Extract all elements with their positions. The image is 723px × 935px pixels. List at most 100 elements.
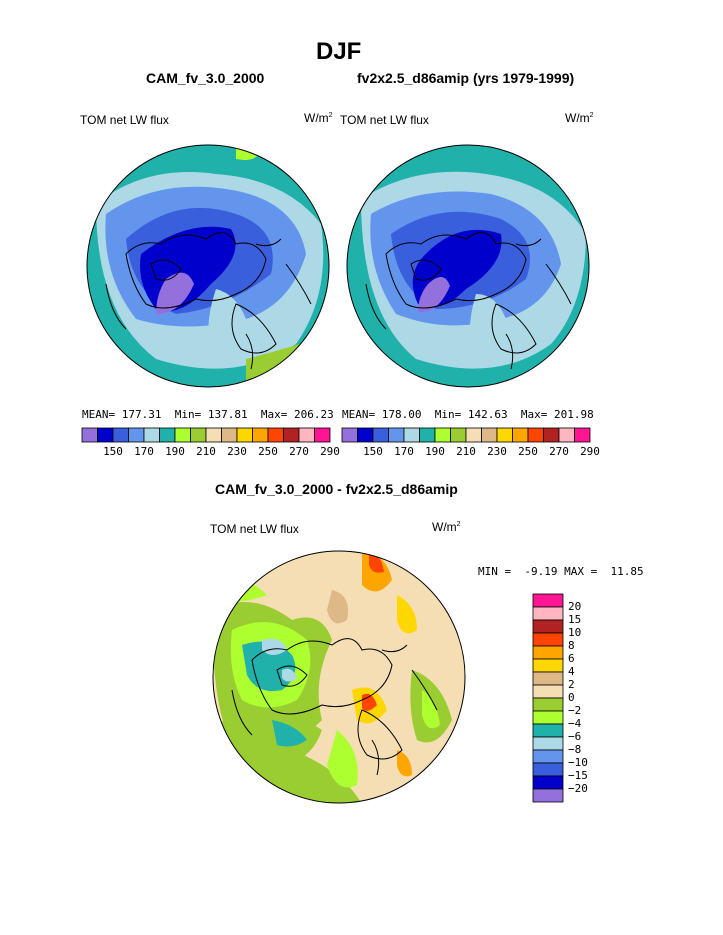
- colorbar-left-swatch: [81, 427, 98, 443]
- colorbar-difference-swatch: [532, 710, 564, 725]
- colorbar-difference-swatch: [532, 697, 564, 712]
- colorbar-left-swatch: [252, 427, 269, 443]
- colorbar-difference-swatch: [532, 671, 564, 686]
- colorbar-difference-tick-label: 20: [568, 600, 582, 613]
- colorbar-left-labels: 150 170 190 210 230 250 270 290: [82, 445, 340, 459]
- colorbar-difference-swatch: [532, 788, 564, 803]
- colorbar-right-swatch: [527, 427, 544, 443]
- colorbar-difference-swatch: [532, 736, 564, 751]
- colorbar-difference: [532, 593, 564, 803]
- season-title: DJF: [316, 38, 362, 65]
- colorbar-right-tick-label: 250: [518, 445, 538, 458]
- colorbar-difference-swatch: [532, 749, 564, 764]
- colorbar-difference-swatch: [532, 658, 564, 673]
- colorbar-right-swatch: [419, 427, 436, 443]
- colorbar-right-swatch: [434, 427, 451, 443]
- colorbar-left-swatch: [236, 427, 253, 443]
- colorbar-difference-tick-label: −15: [568, 769, 588, 782]
- colorbar-difference-swatch: [532, 593, 564, 608]
- colorbar-right-swatch: [403, 427, 420, 443]
- colorbar-right-tick-label: 230: [487, 445, 507, 458]
- panel-right-units: W/m2: [565, 111, 594, 125]
- colorbar-right-swatch: [388, 427, 405, 443]
- colorbar-right-tick-label: 270: [549, 445, 569, 458]
- colorbar-difference-labels: 20 15 10 8 6 4 2 0 −2 −4 −6 −8 −10 −15 −20: [568, 594, 608, 802]
- colorbar-right-swatch: [543, 427, 560, 443]
- colorbar-difference-tick-label: −6: [568, 730, 582, 743]
- colorbar-right-swatch: [574, 427, 591, 443]
- colorbar-left-swatch: [143, 427, 160, 443]
- colorbar-difference-tick-label: 6: [568, 652, 575, 665]
- colorbar-left-tick-label: 210: [196, 445, 216, 458]
- panel-left-variable: TOM net LW flux: [80, 113, 169, 127]
- colorbar-difference-tick-label: −20: [568, 782, 588, 795]
- colorbar-right-swatch: [450, 427, 467, 443]
- colorbar-right-tick-label: 210: [456, 445, 476, 458]
- colorbar-right: [341, 427, 591, 443]
- colorbar-left-swatch: [97, 427, 114, 443]
- colorbar-left-swatch: [174, 427, 191, 443]
- colorbar-right-tick-label: 190: [425, 445, 445, 458]
- colorbar-right-swatch: [496, 427, 513, 443]
- colorbar-difference-swatch: [532, 775, 564, 790]
- colorbar-left-tick-label: 290: [320, 445, 340, 458]
- panel-right-variable: TOM net LW flux: [340, 113, 429, 127]
- colorbar-difference-swatch: [532, 632, 564, 647]
- colorbar-left-swatch: [159, 427, 176, 443]
- panel-left-title: CAM_fv_3.0_2000: [146, 70, 265, 86]
- colorbar-difference-tick-label: 4: [568, 665, 575, 678]
- colorbar-left-tick-label: 170: [134, 445, 154, 458]
- colorbar-right-swatch: [512, 427, 529, 443]
- colorbar-difference-tick-label: 10: [568, 626, 582, 639]
- colorbar-difference-swatch: [532, 645, 564, 660]
- colorbar-left: [81, 427, 331, 443]
- panel-left-units: W/m2: [304, 111, 333, 125]
- colorbar-difference-tick-label: −10: [568, 756, 588, 769]
- colorbar-left-tick-label: 150: [103, 445, 123, 458]
- polar-map-difference: [212, 550, 466, 804]
- colorbar-difference-swatch: [532, 619, 564, 634]
- colorbar-left-swatch: [112, 427, 129, 443]
- diff-stats: MIN = -9.19 MAX = 11.85: [478, 565, 644, 578]
- colorbar-left-swatch: [205, 427, 222, 443]
- panel-right-stats: MEAN= 178.00 Min= 142.63 Max= 201.98: [342, 408, 594, 421]
- colorbar-left-tick-label: 230: [227, 445, 247, 458]
- colorbar-difference-tick-label: 15: [568, 613, 582, 626]
- colorbar-right-swatch: [558, 427, 575, 443]
- colorbar-difference-tick-label: 2: [568, 678, 575, 691]
- colorbar-left-swatch: [298, 427, 315, 443]
- colorbar-difference-tick-label: 0: [568, 691, 575, 704]
- colorbar-left-swatch: [283, 427, 300, 443]
- colorbar-left-tick-label: 270: [289, 445, 309, 458]
- colorbar-difference-tick-label: 8: [568, 639, 575, 652]
- colorbar-left-tick-label: 250: [258, 445, 278, 458]
- colorbar-right-swatch: [341, 427, 358, 443]
- colorbar-left-swatch: [314, 427, 331, 443]
- colorbar-difference-swatch: [532, 606, 564, 621]
- colorbar-difference-tick-label: −2: [568, 704, 582, 717]
- diff-variable: TOM net LW flux: [210, 522, 299, 536]
- colorbar-right-swatch: [372, 427, 389, 443]
- colorbar-left-swatch: [267, 427, 284, 443]
- colorbar-right-labels: 150 170 190 210 230 250 270 290: [342, 445, 600, 459]
- colorbar-left-swatch: [128, 427, 145, 443]
- panel-left-stats: MEAN= 177.31 Min= 137.81 Max= 206.23: [82, 408, 334, 421]
- polar-map-right: [346, 144, 590, 388]
- colorbar-right-tick-label: 290: [580, 445, 600, 458]
- colorbar-difference-swatch: [532, 723, 564, 738]
- colorbar-right-tick-label: 170: [394, 445, 414, 458]
- colorbar-right-tick-label: 150: [363, 445, 383, 458]
- colorbar-left-swatch: [190, 427, 207, 443]
- colorbar-left-swatch: [221, 427, 238, 443]
- colorbar-left-tick-label: 190: [165, 445, 185, 458]
- panel-right-title: fv2x2.5_d86amip (yrs 1979-1999): [357, 70, 575, 86]
- colorbar-difference-tick-label: −8: [568, 743, 582, 756]
- diff-units: W/m2: [432, 520, 461, 534]
- colorbar-right-swatch: [465, 427, 482, 443]
- colorbar-difference-tick-label: −4: [568, 717, 582, 730]
- colorbar-right-swatch: [481, 427, 498, 443]
- polar-map-left: [86, 144, 330, 388]
- colorbar-difference-swatch: [532, 684, 564, 699]
- colorbar-difference-swatch: [532, 762, 564, 777]
- colorbar-right-swatch: [357, 427, 374, 443]
